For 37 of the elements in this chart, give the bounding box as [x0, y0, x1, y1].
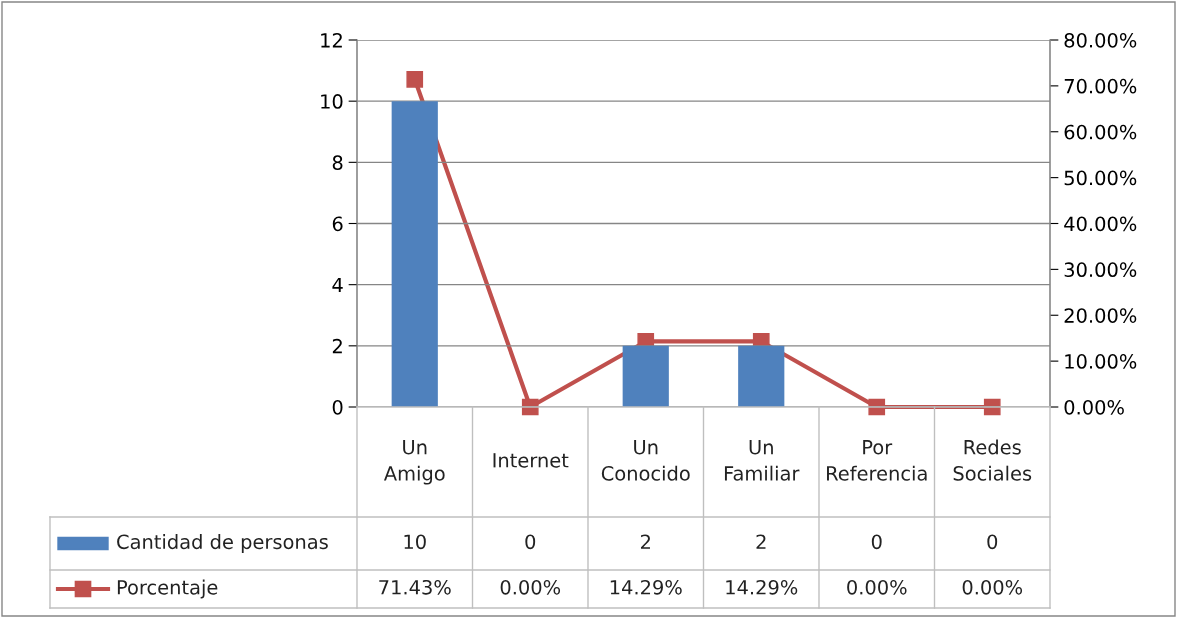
- y2-tick-label: 30.00%: [1064, 262, 1137, 278]
- y2-tick-label: 80.00%: [1064, 32, 1137, 48]
- y2-tick-label: 0.00%: [1064, 399, 1124, 415]
- y2-tick-label: 70.00%: [1064, 78, 1137, 94]
- x-tick-label: Un Conocido: [601, 440, 690, 481]
- y2-tick-label: 20.00%: [1064, 308, 1137, 323]
- point: [406, 70, 424, 88]
- data-label: 71.43%: [379, 579, 451, 595]
- legend-label: Cantidad de personas: [117, 534, 328, 553]
- data-label: 0: [987, 534, 998, 550]
- data-label: 0.00%: [500, 579, 561, 595]
- y2-tick-label: 60.00%: [1064, 124, 1137, 140]
- y-tick-label: 2: [332, 338, 342, 354]
- data-label: 2: [756, 534, 766, 549]
- data-label: 0: [871, 534, 882, 550]
- x-tick-label: Internet: [493, 453, 569, 468]
- x-tick-label: Redes Sociales: [953, 439, 1032, 481]
- y2-tick-label: 10.00%: [1065, 354, 1137, 369]
- y-tick-label: 12: [321, 32, 342, 48]
- legend-label: Porcentaje: [117, 579, 218, 599]
- y-tick-label: 10: [321, 94, 343, 109]
- y-tick-label: 6: [332, 216, 343, 232]
- data-label: 14.29%: [610, 579, 682, 595]
- y-tick-label: 8: [332, 155, 343, 170]
- x-tick-label: Un Familiar: [724, 440, 800, 481]
- y-tick-label: 4: [332, 277, 343, 293]
- y2-tick-label: 40.00%: [1064, 216, 1137, 232]
- data-label: 0: [525, 534, 536, 550]
- x-tick-label: Por Referencia: [827, 440, 927, 481]
- data-label: 2: [640, 534, 650, 549]
- data-label: 0.00%: [847, 579, 907, 595]
- y2-tick-label: 50.00%: [1064, 170, 1137, 186]
- data-label: 0.00%: [962, 579, 1023, 595]
- y-tick-label: 0: [332, 399, 343, 415]
- x-tick-label: Un Amigo: [383, 440, 445, 485]
- data-label: 10: [404, 534, 426, 550]
- data-label: 14.29%: [726, 579, 798, 595]
